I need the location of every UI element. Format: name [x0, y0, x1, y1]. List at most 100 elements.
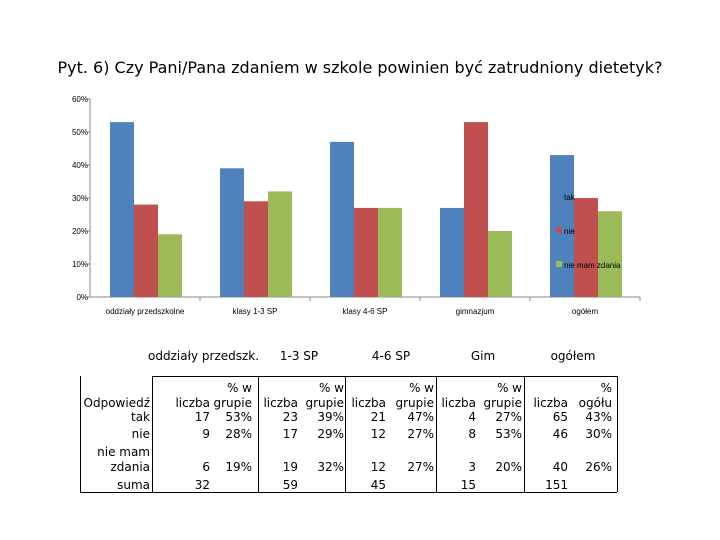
- table-row-label: tak: [130, 410, 150, 424]
- table-cell-liczba: 59: [282, 478, 298, 492]
- table-cell-pct: 27%: [407, 427, 434, 441]
- table-cell-liczba: 23: [282, 410, 298, 424]
- legend-label: tak: [564, 193, 576, 202]
- bar-tak: [550, 155, 574, 297]
- legend-label: nie: [564, 227, 575, 236]
- table-col-pct-line2: grupie: [483, 396, 523, 410]
- table-border: [345, 376, 346, 492]
- table-group-header: ogółem: [550, 349, 596, 363]
- table-row-label: zdania: [110, 460, 150, 474]
- table-cell-liczba: 21: [370, 410, 386, 424]
- table-cell-pct: 27%: [407, 460, 434, 474]
- bar-tak: [330, 141, 354, 297]
- x-tick-label: klasy 4-6 SP: [343, 307, 388, 316]
- table-cell-liczba: 4: [468, 410, 476, 424]
- table-cell-pct: 19%: [225, 460, 252, 474]
- chart-title: Pyt. 6) Czy Pani/Pana zdaniem w szkole p…: [57, 58, 663, 77]
- table-cell-liczba: 15: [460, 478, 476, 492]
- table-row-header: Odpowiedź: [83, 396, 150, 410]
- y-tick-label: 10%: [72, 260, 88, 269]
- x-tick-label: gimnazjum: [456, 307, 495, 316]
- table-col-pct-line1: % w: [408, 381, 434, 395]
- table-col-liczba: liczba: [351, 396, 386, 410]
- table-cell-liczba: 40: [552, 460, 568, 474]
- table-cell-liczba: 45: [370, 478, 386, 492]
- y-tick-label: 50%: [72, 128, 88, 137]
- table-row-label: suma: [117, 478, 150, 492]
- table-col-pct-line1: %: [600, 381, 612, 395]
- table-col-pct-line2: grupie: [395, 396, 435, 410]
- table-group-header: 4-6 SP: [371, 349, 411, 363]
- bar-tak: [220, 168, 244, 297]
- table-border: [258, 376, 259, 492]
- table-cell-pct: 53%: [495, 427, 522, 441]
- table-cell-liczba: 19: [282, 460, 298, 474]
- table-cell-pct: 53%: [225, 410, 252, 424]
- table-cell-liczba: 32: [194, 478, 210, 492]
- table-cell-liczba: 8: [468, 427, 476, 441]
- table-cell-liczba: 17: [194, 410, 210, 424]
- table-cell-pct: 27%: [495, 410, 522, 424]
- table-col-liczba: liczba: [175, 396, 210, 410]
- table-cell-liczba: 12: [370, 427, 386, 441]
- bar-nie-mam-zdania: [378, 207, 402, 297]
- table-border: [80, 376, 81, 492]
- bar-tak: [110, 122, 134, 297]
- legend-swatch: [556, 261, 562, 267]
- table-cell-pct: 28%: [225, 427, 252, 441]
- table-cell-liczba: 6: [202, 460, 210, 474]
- y-tick-label: 0%: [76, 293, 88, 302]
- table-cell-liczba: 46: [552, 427, 568, 441]
- y-tick-label: 30%: [72, 194, 88, 203]
- x-tick-label: oddziały przedszkolne: [106, 307, 185, 316]
- table-cell-liczba: 9: [202, 427, 210, 441]
- y-tick-label: 40%: [72, 161, 88, 170]
- bar-nie-mam-zdania: [488, 231, 512, 297]
- table-cell-pct: 29%: [317, 427, 344, 441]
- y-tick-label: 60%: [72, 95, 88, 104]
- x-tick-label: ogółem: [572, 307, 599, 316]
- table-border: [80, 492, 617, 493]
- table-cell-liczba: 3: [468, 460, 476, 474]
- table-row-label: nie: [131, 427, 150, 441]
- bar-nie-mam-zdania: [268, 191, 292, 297]
- table-cell-pct: 39%: [317, 410, 344, 424]
- table-cell-pct: 30%: [585, 427, 612, 441]
- legend-swatch: [556, 227, 562, 233]
- table-cell-liczba: 65: [552, 410, 568, 424]
- table-col-liczba: liczba: [441, 396, 476, 410]
- table-col-pct-line2: grupie: [213, 396, 253, 410]
- bar-nie-mam-zdania: [598, 211, 622, 297]
- x-tick-label: klasy 1-3 SP: [233, 307, 278, 316]
- table-border: [617, 376, 618, 492]
- legend-label: nie mam zdania: [564, 261, 621, 270]
- table-col-liczba: liczba: [263, 396, 298, 410]
- table-col-pct-line1: % w: [226, 381, 252, 395]
- table-col-pct-line1: % w: [318, 381, 344, 395]
- bar-nie: [354, 207, 378, 297]
- table-border: [436, 376, 437, 492]
- y-tick-label: 20%: [72, 227, 88, 236]
- table-cell-pct: 20%: [495, 460, 522, 474]
- table-cell-liczba: 151: [545, 478, 568, 492]
- table-border: [152, 376, 153, 492]
- bar-nie: [574, 198, 598, 297]
- legend-swatch: [556, 193, 562, 199]
- bar-nie: [464, 122, 488, 297]
- bar-nie-mam-zdania: [158, 234, 182, 297]
- bar-nie: [244, 201, 268, 297]
- table-group-header: Gim: [470, 349, 496, 363]
- table-col-liczba: liczba: [533, 396, 568, 410]
- table-group-header: 1-3 SP: [279, 349, 319, 363]
- table-cell-liczba: 12: [370, 460, 386, 474]
- table-col-pct-line2: grupie: [305, 396, 345, 410]
- table-col-pct-line2: ogółu: [578, 396, 612, 410]
- table-row-label: nie mam: [97, 445, 150, 459]
- bar-chart: 0% 10% 20% 30% 40% 50% 60% oddziały przedszkoln…: [72, 95, 641, 316]
- table-group-header: oddziały przedszk.: [148, 349, 260, 363]
- bar-nie: [134, 204, 158, 297]
- table-cell-pct: 32%: [317, 460, 344, 474]
- table-cell-liczba: 17: [282, 427, 298, 441]
- table-cell-pct: 43%: [585, 410, 612, 424]
- bar-tak: [440, 207, 464, 297]
